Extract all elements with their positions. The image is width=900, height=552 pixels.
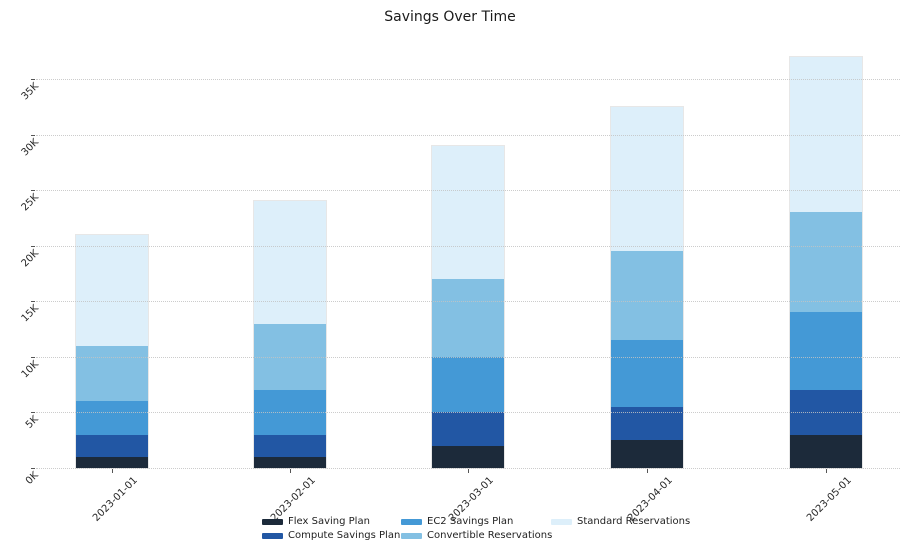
gridline-15k	[36, 301, 900, 303]
x-tick-mark	[468, 469, 469, 473]
bar-segment-compute-savings-plan	[432, 412, 504, 446]
x-tick-mark	[290, 469, 291, 473]
bar-segment-flex-saving-plan	[254, 456, 326, 468]
bar-segment-standard-reservations	[432, 145, 504, 280]
x-tick-mark	[112, 469, 113, 473]
bar-2023-05-01	[789, 55, 863, 470]
y-tick-mark	[31, 79, 35, 81]
bar-segment-ec2-savings-plan	[76, 401, 148, 435]
bar-segment-convertible-reservations	[611, 251, 683, 341]
x-tick-mark	[647, 469, 648, 473]
chart-title: Savings Over Time	[384, 9, 516, 25]
y-tick-mark	[31, 301, 35, 303]
bar-segment-standard-reservations	[254, 201, 326, 324]
y-tick-mark	[31, 412, 35, 414]
y-tick-mark	[31, 245, 35, 247]
gridline-0k	[36, 468, 900, 469]
bar-2023-03-01	[431, 144, 505, 470]
legend-label-standard-reservations: Standard Reservations	[577, 516, 691, 527]
legend-swatch-ec2-savings-plan	[401, 519, 422, 525]
gridline-20k	[36, 245, 900, 247]
gridline-25k	[36, 190, 900, 192]
bar-segment-convertible-reservations	[76, 345, 148, 402]
y-tick-mark	[31, 468, 35, 469]
x-tick-mark	[826, 469, 827, 473]
bar-segment-ec2-savings-plan	[432, 356, 504, 413]
y-tick-mark	[31, 356, 35, 358]
gridline-35k	[36, 79, 900, 81]
bar-segment-convertible-reservations	[432, 279, 504, 357]
bar-segment-flex-saving-plan	[611, 440, 683, 468]
bar-2023-04-01	[610, 105, 684, 470]
bar-segment-ec2-savings-plan	[611, 340, 683, 407]
bar-segment-flex-saving-plan	[790, 434, 862, 468]
y-tick-mark	[31, 190, 35, 192]
y-tick-mark	[31, 134, 35, 136]
bar-segment-standard-reservations	[611, 106, 683, 252]
legend-label-ec2-savings-plan: EC2 Savings Plan	[427, 516, 514, 527]
gridline-10k	[36, 356, 900, 358]
legend-swatch-convertible-reservations	[401, 533, 422, 539]
legend-label-compute-savings-plan: Compute Savings Plan	[288, 530, 401, 541]
legend-swatch-flex-saving-plan	[262, 519, 283, 525]
legend-swatch-compute-savings-plan	[262, 533, 283, 539]
bar-2023-02-01	[253, 200, 327, 469]
bar-segment-standard-reservations	[76, 234, 148, 346]
bar-segment-compute-savings-plan	[254, 434, 326, 457]
gridline-5k	[36, 412, 900, 414]
bar-segment-compute-savings-plan	[76, 434, 148, 457]
bar-segment-convertible-reservations	[790, 212, 862, 313]
legend-label-convertible-reservations: Convertible Reservations	[427, 530, 553, 541]
bar-segment-flex-saving-plan	[76, 456, 148, 468]
gridline-30k	[36, 134, 900, 136]
legend-label-flex-saving-plan: Flex Saving Plan	[288, 516, 370, 527]
bar-segment-flex-saving-plan	[432, 445, 504, 468]
legend-swatch-standard-reservations	[551, 519, 572, 525]
bar-segment-ec2-savings-plan	[790, 312, 862, 391]
bar-2023-01-01	[75, 233, 149, 470]
